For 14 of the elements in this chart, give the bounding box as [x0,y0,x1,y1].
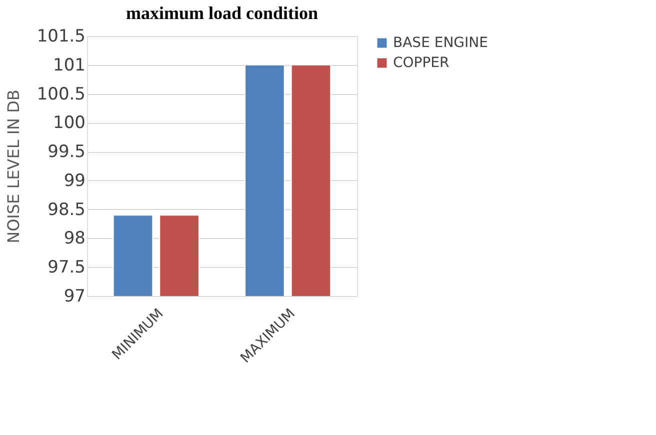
legend-label: BASE ENGINE [393,35,488,51]
y-axis-title: NOISE LEVEL IN DB [4,90,23,244]
y-tick-label: 97.5 [48,258,86,278]
y-tick-label: 101 [53,55,86,76]
y-tick-label: 100 [53,113,86,134]
y-tick-label: 101.5 [36,26,86,46]
legend-label: COPPER [393,55,450,71]
y-tick-label: 98 [64,228,86,249]
y-tick-label: 99.5 [48,142,86,162]
y-tick-label: 99 [64,170,86,191]
y-tick-label: 98.5 [48,200,86,220]
chart-title: maximum load condition [126,3,318,23]
y-tick-label: 100.5 [36,84,86,104]
y-tick-label: 97 [64,286,86,306]
